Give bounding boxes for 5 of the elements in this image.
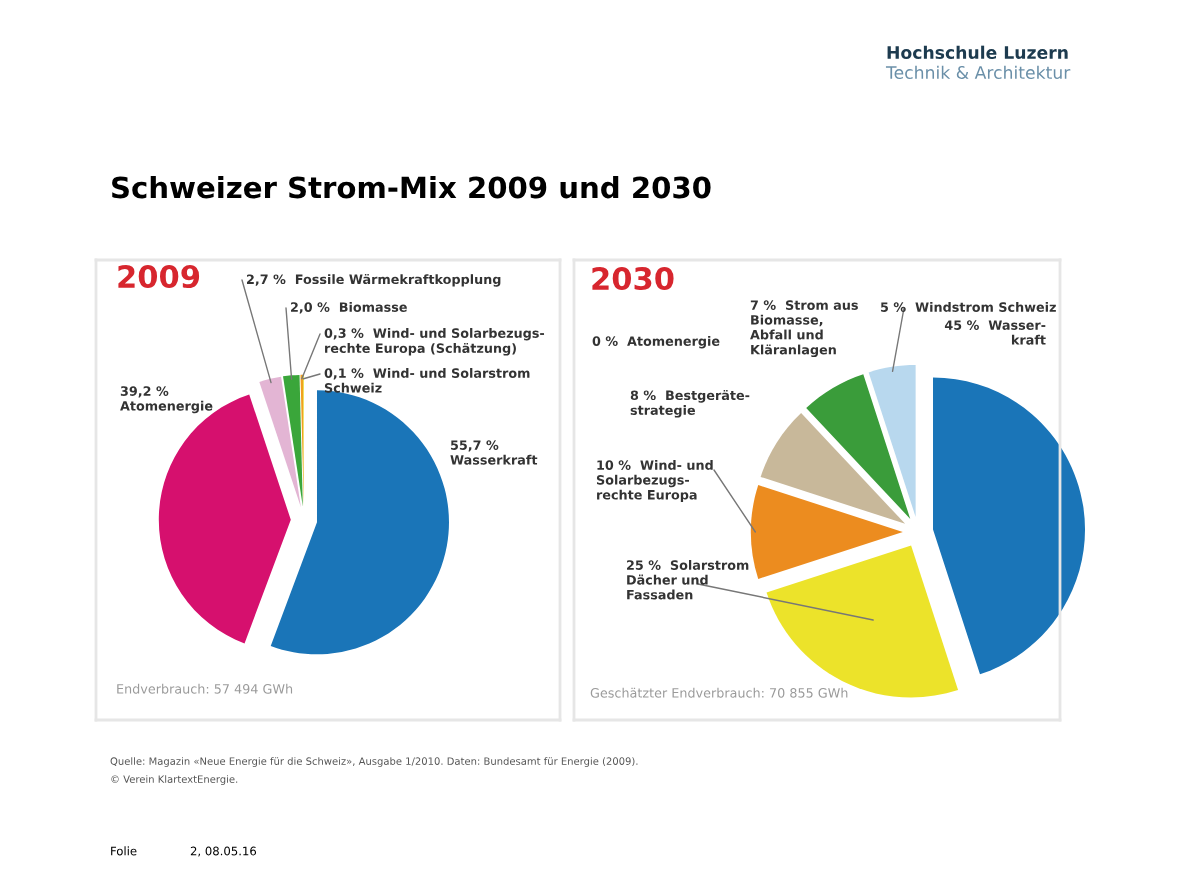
text: Technik & Architektur (885, 65, 1071, 79)
chart-title: 2009 (118, 264, 200, 289)
text: Schweizer Strom-Mix 2009 und 2030 (112, 175, 711, 199)
text: Hochschule Luzern (887, 45, 1068, 59)
chart-title: 2030 (592, 266, 674, 291)
